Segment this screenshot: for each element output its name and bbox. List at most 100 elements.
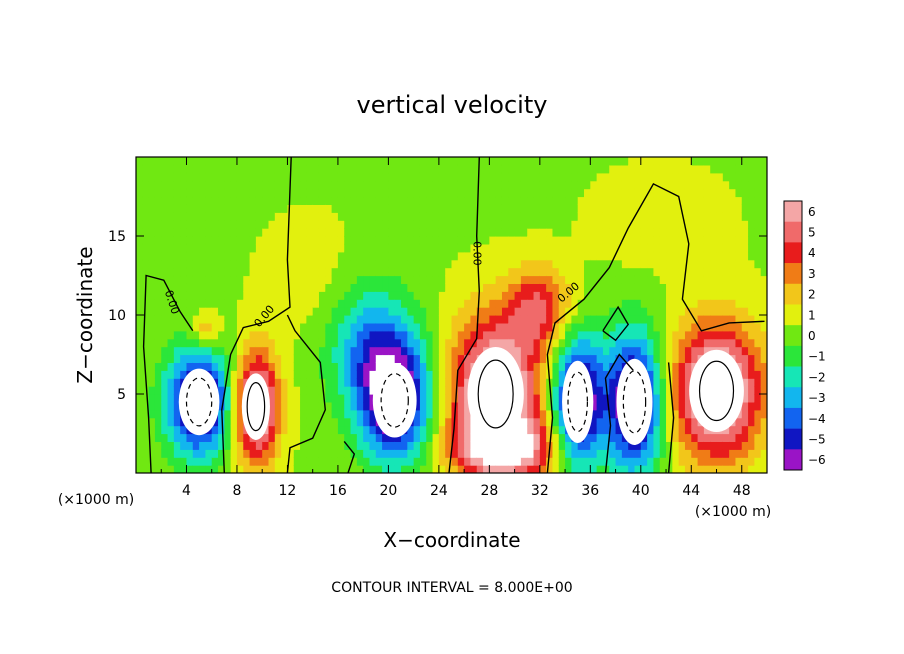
- heatmap-cell: [350, 220, 358, 229]
- heatmap-cell: [659, 228, 667, 237]
- heatmap-cell: [590, 386, 598, 395]
- heatmap-cell: [552, 457, 560, 466]
- heatmap-cell: [363, 307, 371, 316]
- heatmap-cell: [451, 425, 459, 435]
- heatmap-cell: [672, 204, 680, 213]
- heatmap-cell: [154, 236, 162, 245]
- heatmap-cell: [501, 243, 509, 253]
- heatmap-cell: [684, 188, 692, 198]
- heatmap-cell: [577, 157, 585, 166]
- heatmap-cell: [520, 457, 528, 466]
- heatmap-cell: [672, 386, 680, 395]
- heatmap-cell: [596, 267, 604, 277]
- heatmap-cell: [760, 465, 767, 473]
- heatmap-cell: [571, 251, 579, 261]
- heatmap-cell: [274, 180, 282, 190]
- heatmap-cell: [401, 291, 408, 300]
- heatmap-cell: [722, 243, 730, 253]
- heatmap-cell: [432, 267, 440, 277]
- heatmap-cell: [274, 172, 282, 182]
- heatmap-cell: [287, 307, 295, 316]
- heatmap-cell: [312, 386, 320, 395]
- heatmap-cell: [325, 180, 333, 190]
- heatmap-cell: [161, 386, 169, 395]
- heatmap-cell: [539, 259, 547, 269]
- heatmap-cell: [539, 164, 547, 174]
- heatmap-cell: [697, 307, 705, 316]
- heatmap-cell: [741, 157, 749, 166]
- heatmap-cell: [729, 251, 737, 261]
- heatmap-cell: [754, 307, 762, 316]
- heatmap-cell: [546, 243, 554, 253]
- heatmap-cell: [173, 378, 181, 387]
- heatmap-cell: [684, 465, 692, 473]
- heatmap-cell: [565, 299, 572, 308]
- heatmap-cell: [363, 243, 371, 253]
- heatmap-cell: [672, 243, 680, 253]
- heatmap-cell: [748, 283, 755, 292]
- heatmap-cell: [148, 275, 156, 284]
- heatmap-cell: [413, 465, 421, 473]
- heatmap-cell: [527, 172, 535, 182]
- heatmap-cell: [432, 394, 440, 403]
- heatmap-cell: [495, 457, 503, 466]
- heatmap-cell: [602, 299, 610, 308]
- heatmap-cell: [161, 307, 169, 316]
- heatmap-cell: [628, 275, 636, 284]
- heatmap-cell: [186, 283, 194, 292]
- heatmap-cell: [388, 204, 396, 213]
- heatmap-cell: [148, 441, 156, 450]
- heatmap-cell: [464, 204, 472, 213]
- heatmap-cell: [678, 330, 686, 340]
- heatmap-cell: [268, 164, 276, 174]
- heatmap-cell: [508, 164, 516, 174]
- heatmap-cell: [451, 275, 459, 284]
- heatmap-cell: [281, 283, 289, 292]
- heatmap-cell: [590, 394, 598, 403]
- heatmap-cell: [634, 196, 642, 205]
- heatmap-cell: [558, 330, 566, 340]
- heatmap-cell: [457, 441, 465, 450]
- heatmap-cell: [552, 180, 560, 190]
- heatmap-cell: [419, 172, 427, 182]
- heatmap-cell: [590, 275, 598, 284]
- heatmap-cell: [565, 354, 572, 363]
- heatmap-cell: [546, 330, 554, 340]
- heatmap-cell: [401, 259, 408, 269]
- heatmap-cell: [602, 449, 610, 458]
- heatmap-cell: [224, 378, 232, 387]
- heatmap-cell: [672, 378, 680, 387]
- heatmap-cell: [148, 283, 156, 292]
- heatmap-cell: [628, 243, 636, 253]
- heatmap-cell: [293, 291, 301, 300]
- heatmap-cell: [312, 433, 320, 442]
- heatmap-cell: [382, 243, 389, 253]
- heatmap-cell: [697, 425, 705, 435]
- heatmap-cell: [470, 267, 478, 277]
- heatmap-cell: [363, 370, 371, 379]
- heatmap-cell: [363, 409, 371, 419]
- heatmap-cell: [735, 330, 743, 340]
- heatmap-cell: [590, 180, 598, 190]
- heatmap-cell: [602, 409, 610, 419]
- heatmap-cell: [318, 322, 326, 332]
- heatmap-cell: [363, 465, 371, 473]
- heatmap-cell: [205, 243, 213, 253]
- heatmap-cell: [584, 362, 591, 371]
- heatmap-cell: [558, 362, 566, 371]
- heatmap-cell: [306, 291, 314, 300]
- heatmap-cell: [268, 196, 276, 205]
- heatmap-cell: [356, 188, 364, 198]
- heatmap-cell: [640, 236, 648, 245]
- heatmap-cell: [659, 220, 667, 229]
- heatmap-cell: [281, 338, 289, 348]
- heatmap-cell: [577, 449, 585, 458]
- heatmap-cell: [161, 220, 169, 229]
- heatmap-cell: [735, 433, 743, 442]
- heatmap-cell: [136, 346, 143, 356]
- heatmap-cell: [552, 220, 560, 229]
- heatmap-cell: [318, 188, 326, 198]
- heatmap-cell: [552, 283, 560, 292]
- heatmap-cell: [514, 315, 522, 324]
- heatmap-cell: [539, 370, 547, 379]
